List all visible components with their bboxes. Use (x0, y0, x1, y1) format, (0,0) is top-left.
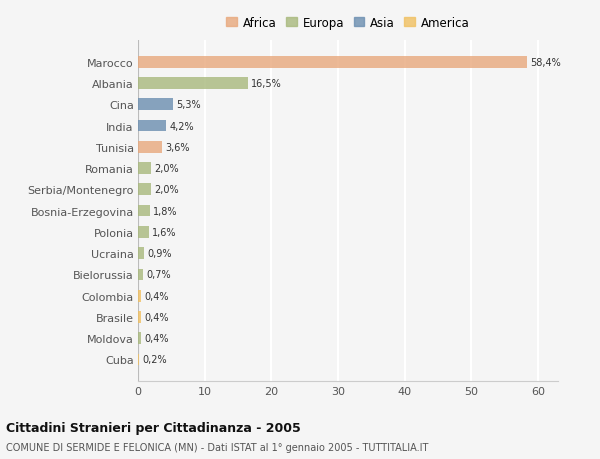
Text: 0,9%: 0,9% (148, 249, 172, 258)
Text: Cittadini Stranieri per Cittadinanza - 2005: Cittadini Stranieri per Cittadinanza - 2… (6, 421, 301, 434)
Bar (138, 269, 143, 280)
Text: 0,7%: 0,7% (146, 270, 170, 280)
Bar (138, 354, 139, 365)
Text: 0,2%: 0,2% (143, 355, 167, 365)
Bar (138, 78, 248, 90)
Text: 1,6%: 1,6% (152, 227, 176, 237)
Text: 5,3%: 5,3% (176, 100, 201, 110)
Legend: Africa, Europa, Asia, America: Africa, Europa, Asia, America (226, 17, 470, 29)
Text: 2,0%: 2,0% (155, 164, 179, 174)
Text: 2,0%: 2,0% (155, 185, 179, 195)
Bar (138, 99, 173, 111)
Text: 58,4%: 58,4% (530, 57, 562, 67)
Text: 1,8%: 1,8% (154, 206, 178, 216)
Bar (138, 142, 162, 153)
Text: 0,4%: 0,4% (144, 291, 169, 301)
Text: 0,4%: 0,4% (144, 334, 169, 343)
Bar (138, 120, 166, 132)
Bar (138, 311, 140, 323)
Bar (138, 290, 140, 302)
Bar (138, 57, 527, 68)
Text: 0,4%: 0,4% (144, 312, 169, 322)
Bar (138, 205, 150, 217)
Text: 16,5%: 16,5% (251, 79, 282, 89)
Bar (138, 163, 151, 174)
Text: 4,2%: 4,2% (169, 121, 194, 131)
Bar (138, 184, 151, 196)
Bar (138, 248, 144, 259)
Bar (138, 333, 140, 344)
Text: 3,6%: 3,6% (166, 142, 190, 152)
Bar (138, 227, 149, 238)
Text: COMUNE DI SERMIDE E FELONICA (MN) - Dati ISTAT al 1° gennaio 2005 - TUTTITALIA.I: COMUNE DI SERMIDE E FELONICA (MN) - Dati… (6, 442, 428, 452)
